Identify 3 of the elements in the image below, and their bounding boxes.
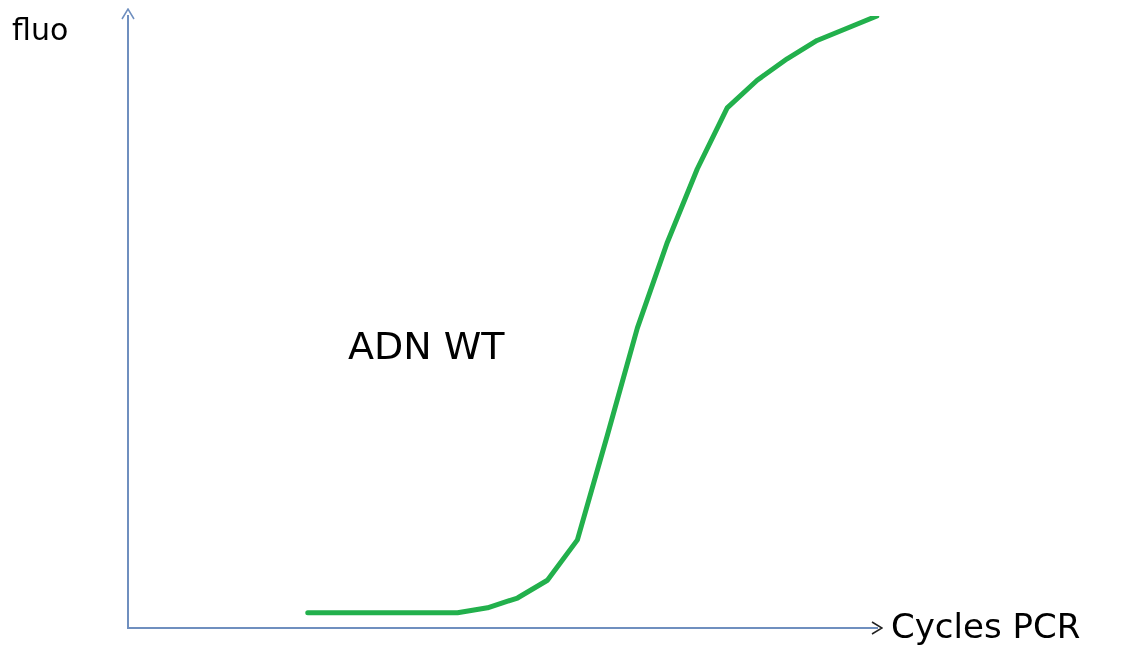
x-axis-title: Cycles PCR xyxy=(891,606,1081,646)
y-axis-title: fluo xyxy=(12,12,69,48)
annotation: ADN WT xyxy=(348,323,505,369)
